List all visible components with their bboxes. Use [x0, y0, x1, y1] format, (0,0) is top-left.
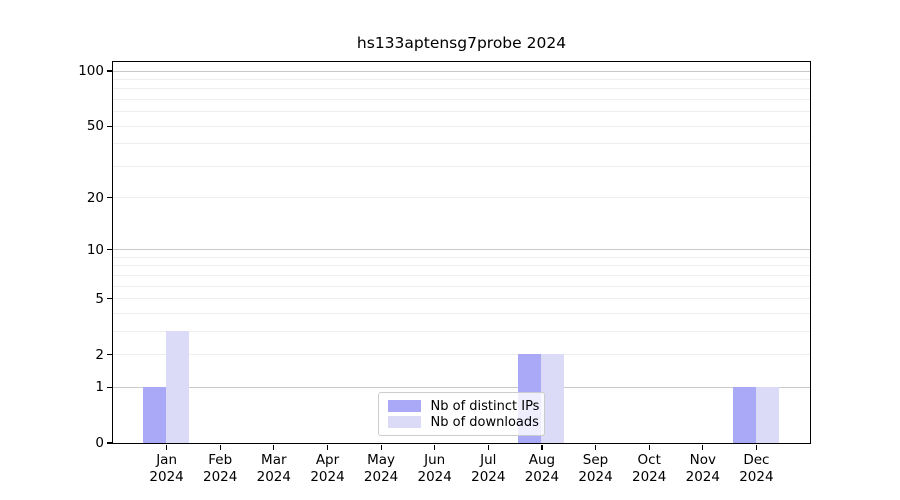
y-tick-label-1: 1: [95, 379, 104, 396]
x-tick-label-sep: Sep 2024: [578, 452, 613, 485]
x-tick-label-dec: Dec 2024: [739, 452, 774, 485]
chart-title: hs133aptensg7probe 2024: [356, 34, 567, 52]
x-tick-mark: [487, 444, 489, 450]
gridline: [112, 125, 810, 127]
gridline: [112, 256, 810, 258]
bar-distinct-ips-dec: [732, 386, 756, 443]
x-tick-label-aug: Aug 2024: [524, 452, 560, 485]
x-tick-label-oct: Oct 2024: [632, 452, 667, 485]
x-tick-label-feb: Feb 2024: [203, 452, 238, 485]
gridline: [112, 143, 810, 145]
legend: Nb of distinct IPs Nb of downloads: [377, 391, 545, 436]
x-tick-mark: [380, 444, 382, 450]
x-tick-mark: [166, 444, 168, 450]
y-tick-label-20: 20: [86, 189, 104, 206]
bar-downloads-dec: [755, 386, 779, 443]
bar-distinct-ips-jan: [143, 386, 167, 443]
x-tick-mark: [326, 444, 329, 450]
legend-label-distinct-ips: Nb of distinct IPs: [430, 398, 540, 414]
y-tick-label-5: 5: [95, 290, 104, 307]
gridlines: [112, 62, 810, 443]
x-tick-label-mar: Mar 2024: [256, 452, 291, 485]
y-tick-mark: [106, 70, 112, 72]
legend-swatch-downloads: [387, 416, 421, 428]
gridline: [112, 111, 810, 113]
y-tick-label-0: 0: [95, 435, 104, 451]
x-tick-mark: [755, 444, 758, 450]
x-tick-label-jun: Jun 2024: [417, 452, 452, 485]
x-tick-label-nov: Nov 2024: [685, 452, 720, 485]
gridline: [112, 99, 810, 100]
x-tick-label-apr: Apr 2024: [310, 452, 345, 485]
x-tick-mark: [219, 444, 221, 450]
bar-downloads-jan: [166, 330, 190, 443]
gridline: [112, 274, 810, 276]
y-tick-mark: [106, 249, 112, 251]
x-tick-mark: [648, 444, 650, 450]
y-tick-label-100: 100: [78, 63, 104, 79]
y-tick-label-2: 2: [95, 346, 104, 363]
gridline: [112, 312, 810, 314]
y-tick-mark: [106, 197, 112, 199]
bar-downloads-aug: [541, 354, 565, 443]
legend-swatch-distinct-ips: [387, 400, 421, 412]
gridline: [112, 165, 810, 167]
x-tick-mark: [273, 444, 275, 450]
y-tick-mark: [106, 298, 112, 300]
y-tick-label-10: 10: [86, 241, 104, 258]
x-tick-label-may: May 2024: [363, 452, 399, 485]
y-tick-mark: [106, 125, 112, 127]
gridline: [112, 285, 810, 287]
y-tick-label-50: 50: [86, 118, 104, 135]
y-tick-mark: [106, 386, 112, 388]
x-tick-label-jul: Jul 2024: [471, 452, 506, 485]
gridline: [112, 386, 810, 388]
plot-area: Nb of distinct IPs Nb of downloads: [111, 60, 811, 444]
x-tick-label-jan: Jan 2024: [149, 452, 184, 485]
gridline: [112, 79, 810, 80]
gridline: [112, 197, 810, 199]
x-tick-mark: [541, 444, 543, 450]
gridline: [112, 70, 810, 72]
gridline: [112, 88, 810, 90]
x-tick-mark: [434, 444, 436, 450]
bars-layer: [113, 62, 810, 443]
y-tick-mark: [106, 353, 112, 356]
gridline: [112, 298, 810, 300]
gridline: [112, 354, 810, 355]
gridline: [112, 265, 810, 267]
gridline: [112, 249, 810, 251]
x-tick-mark: [594, 444, 597, 450]
legend-entry-distinct-ips: Nb of distinct IPs: [387, 399, 539, 414]
legend-entry-downloads: Nb of downloads: [387, 414, 539, 430]
y-tick-mark: [106, 442, 112, 444]
gridline: [112, 330, 810, 332]
legend-label-downloads: Nb of downloads: [430, 414, 539, 430]
x-tick-mark: [702, 444, 704, 450]
